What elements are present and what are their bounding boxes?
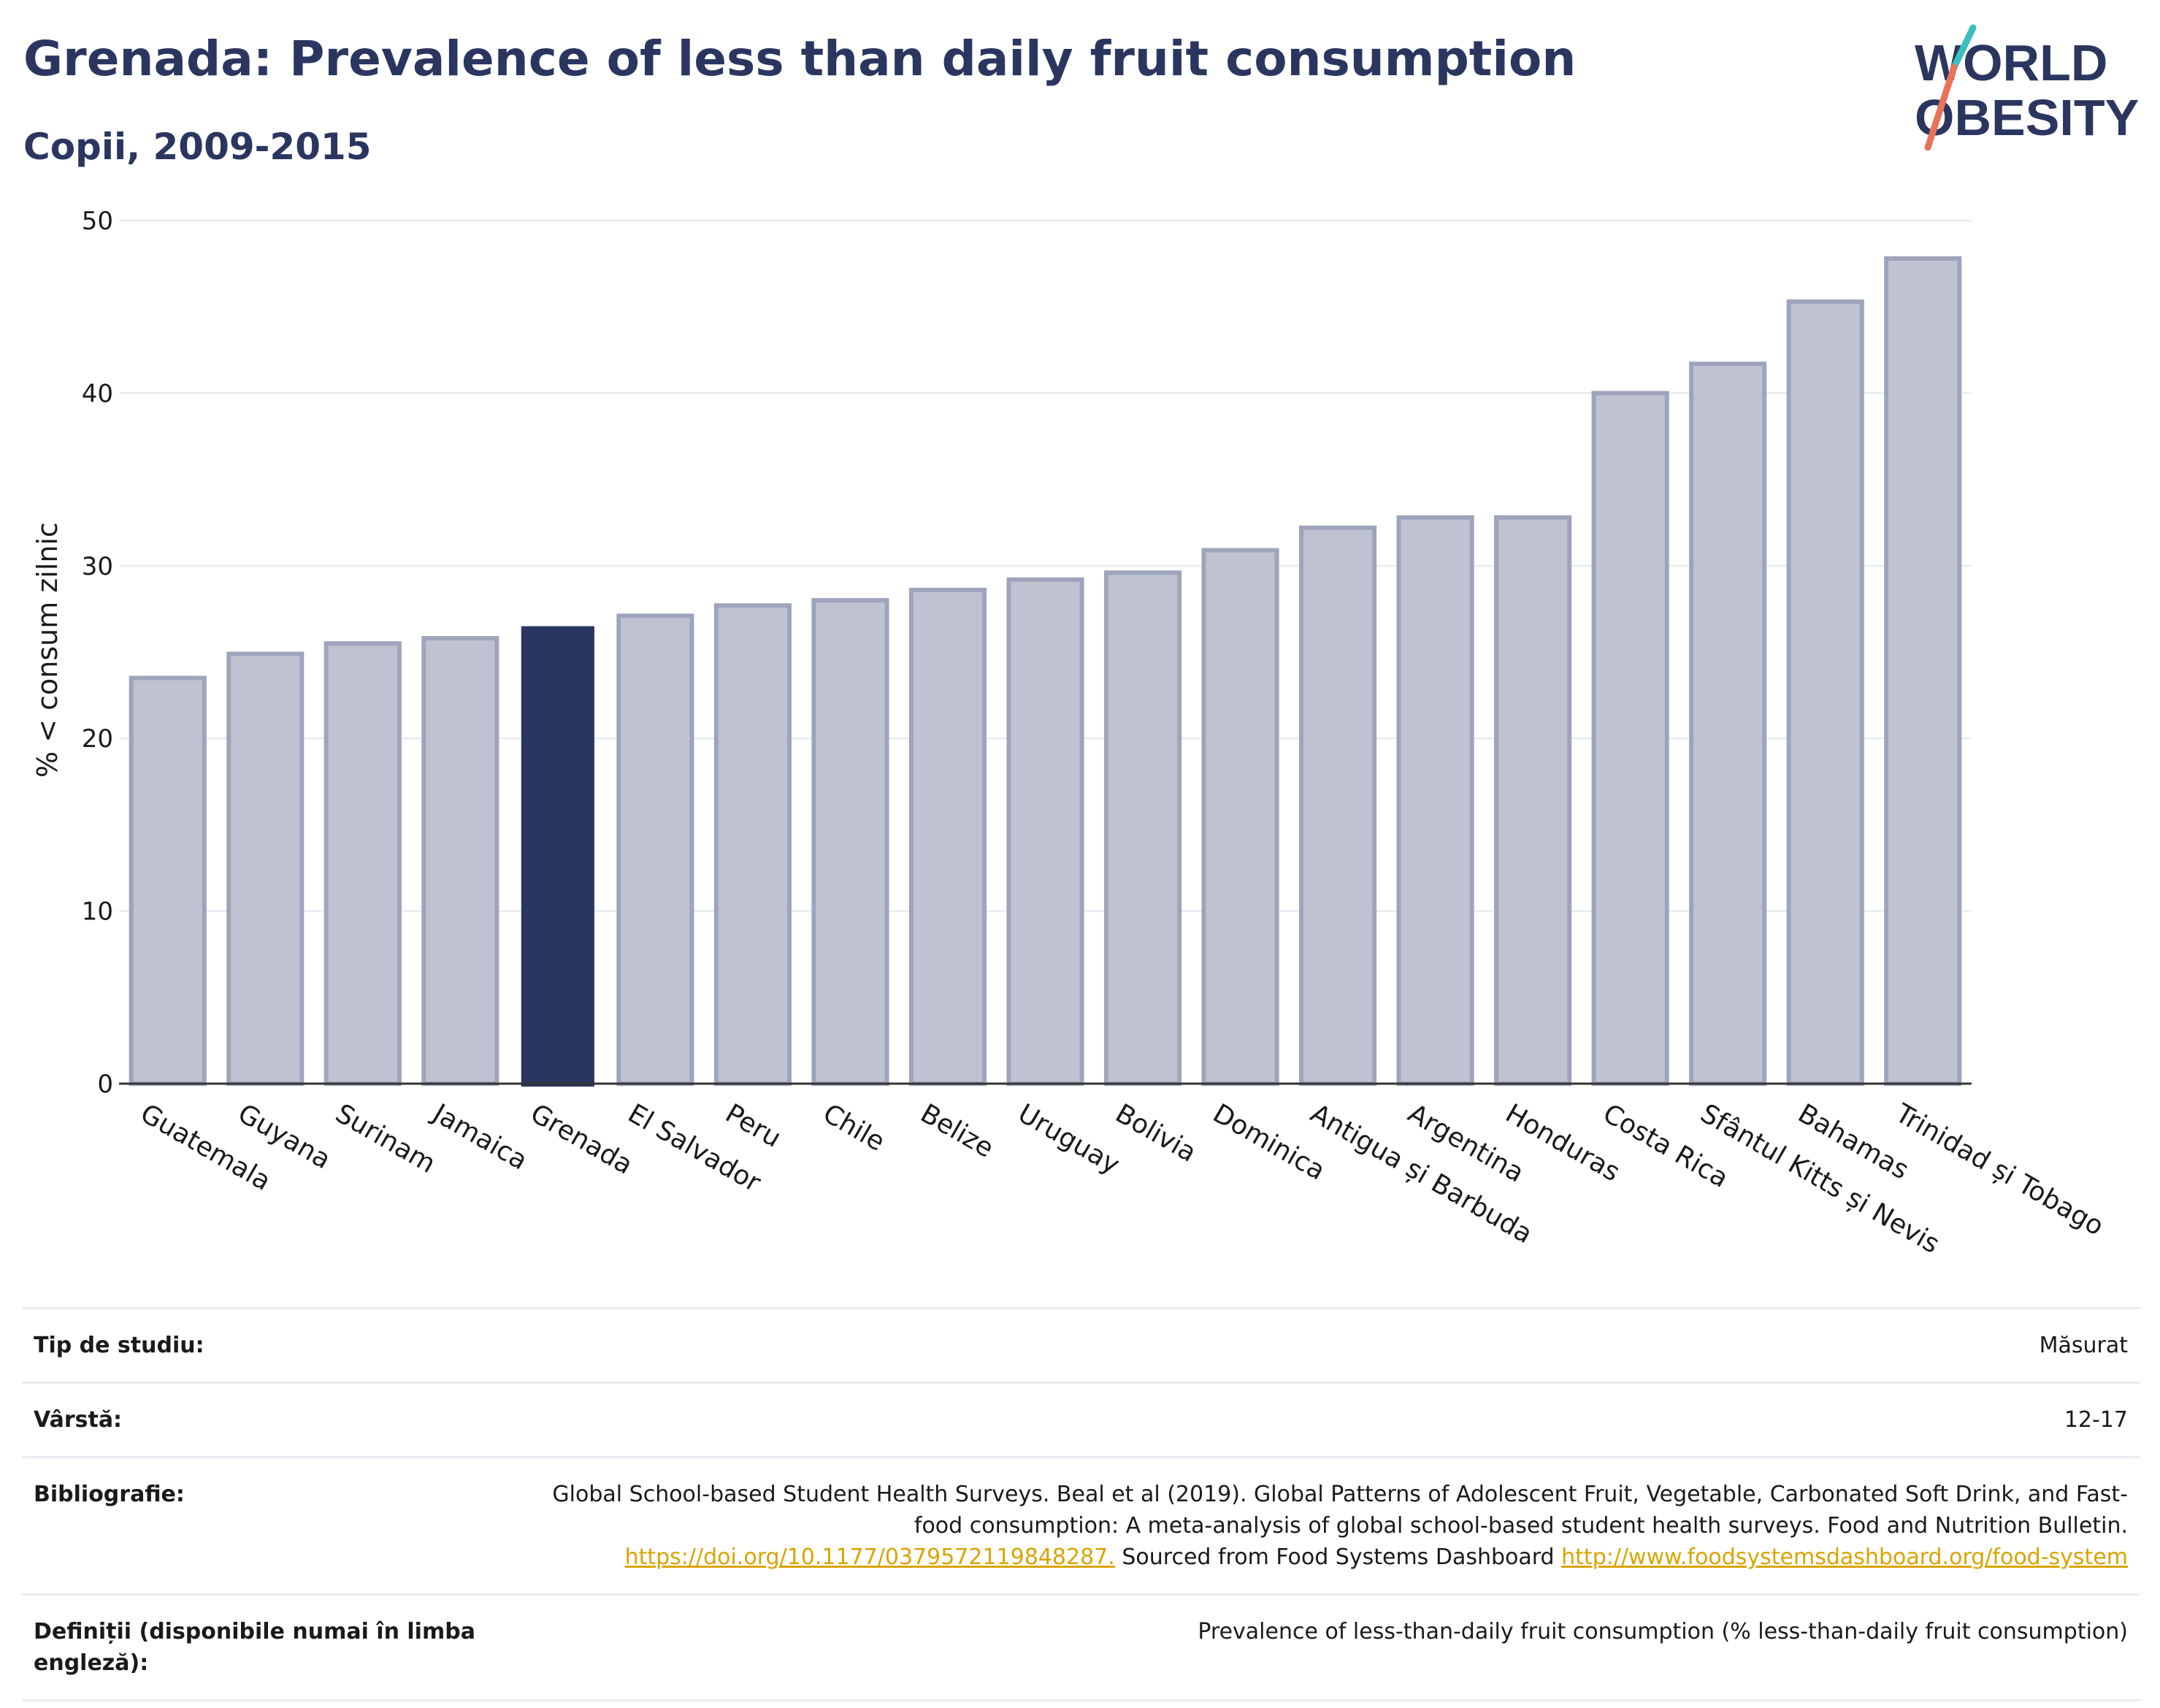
bar-guyana[interactable] bbox=[226, 651, 305, 1086]
x-tick-label: Belize bbox=[915, 1098, 998, 1163]
study-type-label: Tip de studiu: bbox=[22, 1307, 513, 1383]
bar-chart: 01020304050GuatemalaGuyanaSurinamJamaica… bbox=[31, 207, 2109, 1260]
study-type-value: Măsurat bbox=[513, 1307, 2140, 1383]
bar-grenada[interactable] bbox=[521, 626, 594, 1087]
bar-bolivia[interactable] bbox=[1103, 570, 1182, 1086]
doi-link[interactable]: https://doi.org/10.1177/0379572119848287… bbox=[624, 1544, 1115, 1570]
bar-belize[interactable] bbox=[908, 587, 987, 1086]
bar-el-salvador[interactable] bbox=[616, 613, 694, 1086]
bibliography-row: Bibliografie: Global School-based Studen… bbox=[22, 1456, 2140, 1595]
x-tick-label: Jamaica bbox=[426, 1098, 532, 1176]
bar-chile[interactable] bbox=[811, 598, 889, 1086]
bibliography-value: Global School-based Student Health Surve… bbox=[513, 1456, 2140, 1595]
logo-slash-bottom bbox=[1924, 64, 1958, 151]
bar-bahamas[interactable] bbox=[1786, 299, 1864, 1086]
y-tick-label: 50 bbox=[82, 207, 113, 236]
age-row: Vârstă: 12-17 bbox=[22, 1382, 2140, 1458]
definitions-value: Prevalence of less-than-daily fruit cons… bbox=[513, 1593, 2140, 1701]
chart-title: Grenada: Prevalence of less than daily f… bbox=[23, 31, 1577, 87]
logo-slash-top bbox=[1950, 24, 1977, 71]
age-value: 12-17 bbox=[513, 1382, 2140, 1458]
dashboard-link[interactable]: http://www.foodsystemsdashboard.org/food… bbox=[1561, 1544, 2128, 1570]
bar-argentina[interactable] bbox=[1396, 515, 1474, 1086]
bar-jamaica[interactable] bbox=[421, 636, 499, 1086]
x-tick-label: Surinam bbox=[330, 1098, 440, 1179]
x-tick-label: Uruguay bbox=[1013, 1098, 1125, 1180]
bar-dominica[interactable] bbox=[1201, 548, 1279, 1086]
metadata-table: Tip de studiu: Măsurat Vârstă: 12-17 Bib… bbox=[22, 1307, 2140, 1701]
y-tick-label: 30 bbox=[82, 552, 113, 581]
bar-guatemala[interactable] bbox=[129, 675, 207, 1086]
bar-antigua-i-barbuda[interactable] bbox=[1299, 525, 1377, 1086]
bar-peru[interactable] bbox=[713, 603, 792, 1086]
bar-sf-ntul-kitts-i-nevis[interactable] bbox=[1689, 361, 1767, 1087]
study-type-row: Tip de studiu: Măsurat bbox=[22, 1307, 2140, 1383]
bibliography-text: Global School-based Student Health Surve… bbox=[552, 1482, 2128, 1539]
x-tick-label: Peru bbox=[720, 1098, 786, 1154]
bibliography-source: Sourced from Food Systems Dashboard bbox=[1122, 1544, 1555, 1570]
y-tick-label: 0 bbox=[97, 1070, 113, 1099]
age-label: Vârstă: bbox=[22, 1382, 513, 1458]
bar-honduras[interactable] bbox=[1494, 515, 1572, 1086]
x-tick-label: Dominica bbox=[1208, 1098, 1330, 1186]
bars bbox=[129, 256, 1962, 1087]
y-tick-label: 10 bbox=[82, 897, 113, 927]
y-axis-label: % < consum zilnic bbox=[31, 522, 64, 778]
bar-uruguay[interactable] bbox=[1006, 577, 1084, 1086]
x-tick-label: Bolivia bbox=[1111, 1098, 1202, 1168]
definitions-row: Definiții (disponibile numai în limba en… bbox=[22, 1593, 2140, 1701]
bar-costa-rica[interactable] bbox=[1591, 391, 1669, 1086]
bar-surinam[interactable] bbox=[323, 641, 402, 1086]
world-obesity-logo: WORLD OBESITY bbox=[1915, 24, 2139, 151]
logo-line2: OBESITY bbox=[1915, 89, 2139, 146]
bibliography-label: Bibliografie: bbox=[22, 1456, 513, 1595]
definitions-label: Definiții (disponibile numai în limba en… bbox=[22, 1593, 513, 1701]
y-tick-label: 40 bbox=[82, 379, 113, 408]
y-tick-label: 20 bbox=[82, 724, 113, 754]
x-tick-label: Chile bbox=[818, 1098, 890, 1157]
x-tick-label: Grenada bbox=[525, 1098, 637, 1180]
bar-trinidad-i-tobago[interactable] bbox=[1884, 256, 1962, 1086]
chart-subtitle: Copii, 2009-2015 bbox=[23, 126, 372, 168]
